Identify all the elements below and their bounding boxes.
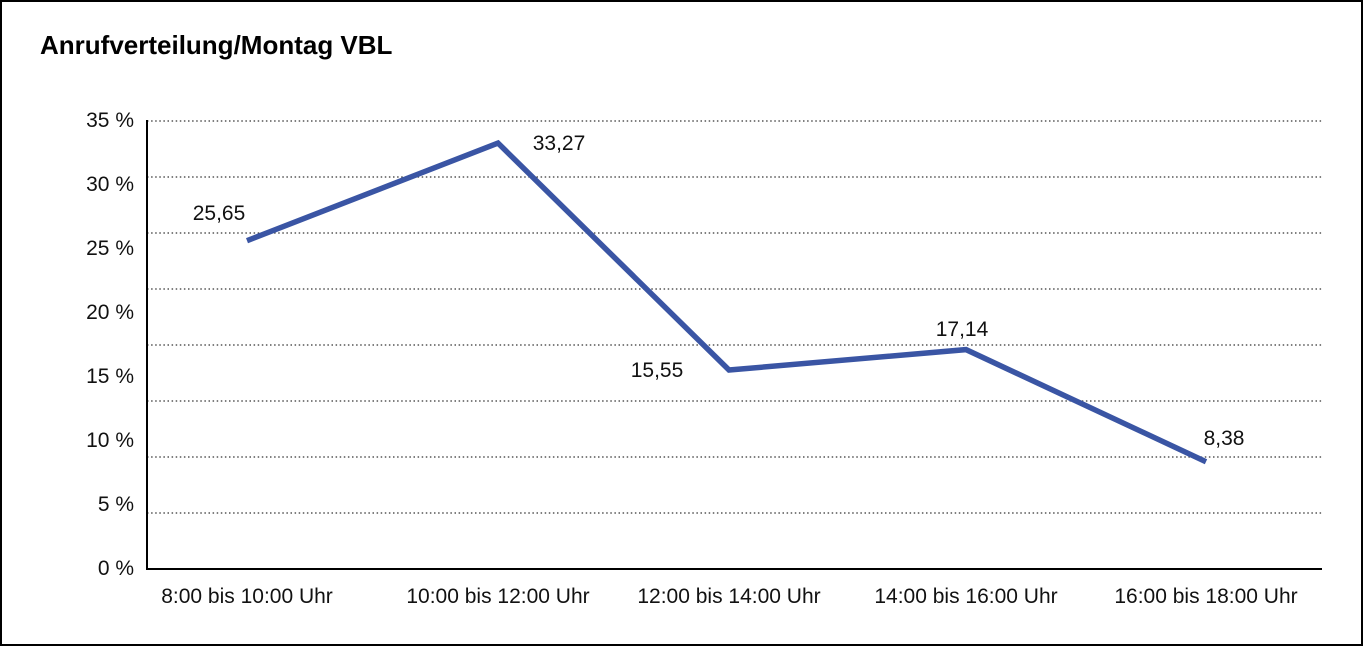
y-tick-label: 30 % [86,173,134,196]
y-tick-label: 20 % [86,301,134,324]
x-axis-label: 16:00 bis 18:00 Uhr [1114,585,1298,608]
data-series-line [246,139,1208,465]
y-tick-label: 35 % [86,109,134,132]
x-axis-label: 8:00 bis 10:00 Uhr [161,585,333,608]
chart-title: Anrufverteilung/Montag VBL [40,30,393,60]
data-point-label: 15,55 [630,358,684,382]
y-tick-label: 15 % [86,365,134,388]
x-axis-label: 12:00 bis 14:00 Uhr [637,585,821,608]
y-tick-label: 25 % [86,237,134,260]
y-tick-label: 5 % [97,493,134,516]
x-axis-label: 10:00 bis 12:00 Uhr [406,585,590,608]
data-point-label: 25,65 [192,201,246,225]
x-axis-label: 14:00 bis 16:00 Uhr [874,585,1058,608]
y-tick-label: 0 % [97,557,134,580]
data-point-label: 33,27 [532,132,586,156]
data-point-label: 8,38 [1203,426,1245,450]
data-point-label: 17,14 [935,317,989,341]
y-tick-label: 10 % [86,429,134,452]
